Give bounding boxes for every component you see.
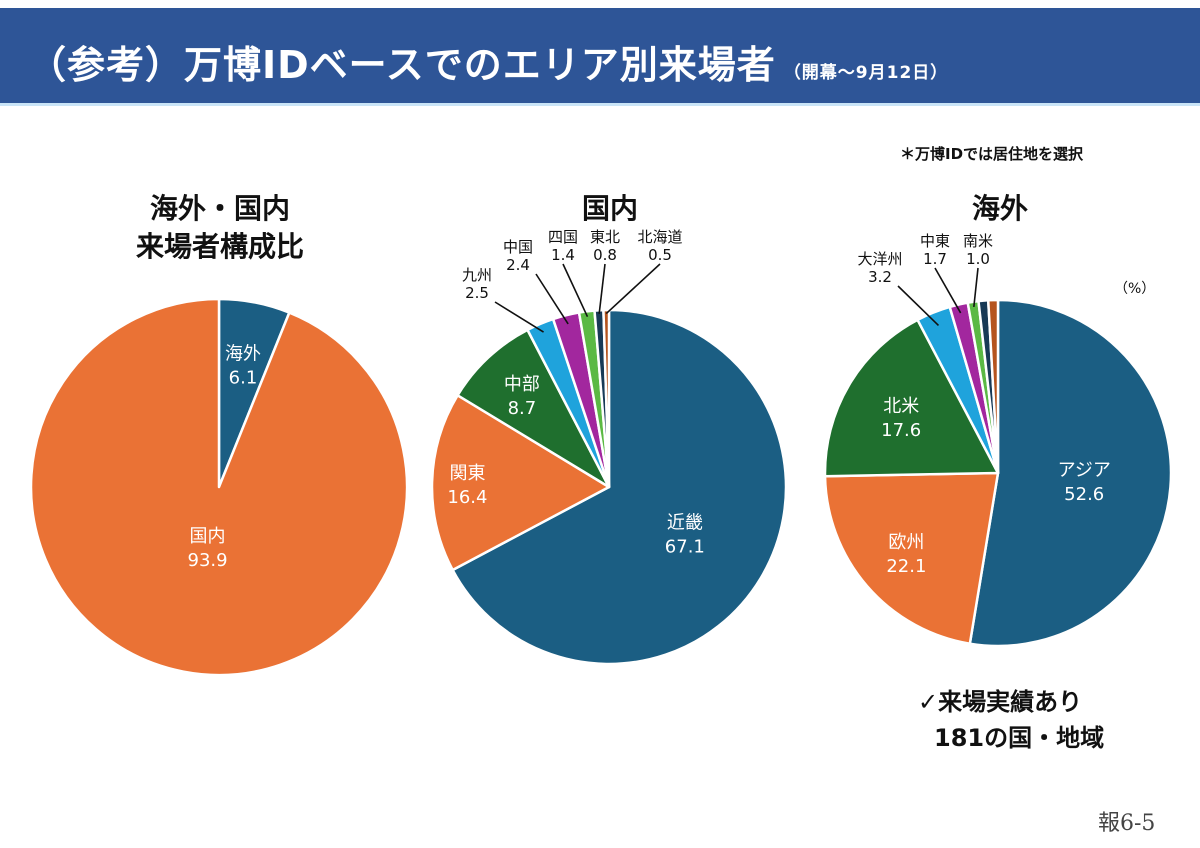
chart-title-line: 海外 — [971, 192, 1028, 225]
slice-label: 四国 — [548, 228, 578, 246]
slice-value: 2.4 — [506, 256, 530, 274]
pie-slice-北米 — [823, 318, 1000, 478]
pie-slice-欧州 — [823, 471, 1000, 645]
slice-value: 1.4 — [551, 246, 575, 264]
slice-label: 近畿 — [667, 513, 703, 534]
slice-label: 東北 — [590, 228, 620, 246]
footnote-line-1: ✓来場実績あり — [918, 688, 1083, 716]
pie-slice-国内 — [29, 297, 409, 677]
countries-footnote: ✓来場実績あり 181の国・地域 — [918, 684, 1104, 756]
pie-slice-中部 — [456, 328, 611, 489]
slice-value: 2.5 — [465, 284, 489, 302]
residence-note: ＊万博IDでは居住地を選択 — [900, 145, 1084, 163]
slice-label: 中国 — [503, 238, 533, 256]
chart-title-line: 来場者構成比 — [135, 230, 304, 263]
slice-label: 北米 — [883, 396, 919, 417]
slice-value: 1.0 — [966, 250, 990, 268]
pie-slice-other — [986, 298, 1000, 475]
chart-title-line: 海外・国内 — [149, 192, 290, 225]
chart-title-overseas: 海外 — [900, 190, 1100, 228]
leader-line — [934, 267, 962, 314]
slice-label: 中東 — [920, 232, 950, 250]
leader-line — [494, 301, 544, 333]
slice-label: 九州 — [462, 266, 492, 284]
slice-value: 16.4 — [447, 487, 487, 508]
slice-value: 93.9 — [188, 550, 228, 571]
slice-label: 欧州 — [888, 532, 924, 553]
leader-line — [535, 273, 569, 325]
leader-line — [897, 285, 940, 326]
leader-line — [562, 263, 589, 318]
footnote-line-2: 181の国・地域 — [934, 724, 1105, 752]
chart-title-composition: 海外・国内 来場者構成比 — [110, 190, 330, 266]
pie-slice-近畿 — [451, 308, 788, 666]
slice-label: 南米 — [963, 232, 993, 250]
slice-label: 関東 — [449, 463, 485, 484]
slice-value: 8.7 — [508, 398, 537, 419]
chart-title-domestic: 国内 — [510, 190, 710, 228]
chart-title-line: 国内 — [581, 192, 638, 225]
leader-line — [598, 263, 606, 314]
slice-label: 国内 — [190, 526, 226, 547]
slice-value: 6.1 — [229, 367, 258, 388]
slice-value: 22.1 — [886, 556, 926, 577]
slice-value: 1.7 — [923, 250, 947, 268]
slice-value: 3.2 — [868, 268, 892, 286]
pie-domestic: 近畿 67.1 関東 16.4 中部 8.7 九州2.5 中国2.4 四国1.4 東北0.8 北海道… — [430, 228, 788, 666]
unit-label: （%） — [1114, 281, 1156, 297]
slice-label: 北海道 — [637, 228, 682, 246]
slice-value: 0.5 — [648, 246, 672, 264]
slice-label: アジア — [1058, 460, 1111, 481]
leader-line — [605, 263, 661, 315]
slice-value: 0.8 — [593, 246, 617, 264]
page-number: 報6-5 — [1098, 811, 1156, 836]
title-banner: （参考）万博IDベースでのエリア別来場者 （開幕〜9月12日） — [0, 8, 1200, 106]
page-title: （参考）万博IDベースでのエリア別来場者 （開幕〜9月12日） — [28, 34, 948, 89]
slice-label: 海外 — [225, 343, 261, 364]
period-subtitle: （開幕〜9月12日） — [783, 63, 949, 83]
slice-value: 17.6 — [881, 420, 921, 441]
pie-composition: 海外 6.1 国内 93.9 — [29, 297, 409, 677]
slice-label: 大洋州 — [857, 250, 902, 268]
slice-value: 67.1 — [665, 537, 705, 558]
pie-slice-アジア — [968, 298, 1173, 648]
leader-line — [973, 267, 979, 308]
pie-slice-関東 — [430, 394, 611, 572]
slice-label: 中部 — [504, 374, 540, 395]
page-title-text: （参考）万博IDベースでのエリア別来場者 — [28, 43, 776, 87]
slice-value: 52.6 — [1064, 484, 1104, 505]
